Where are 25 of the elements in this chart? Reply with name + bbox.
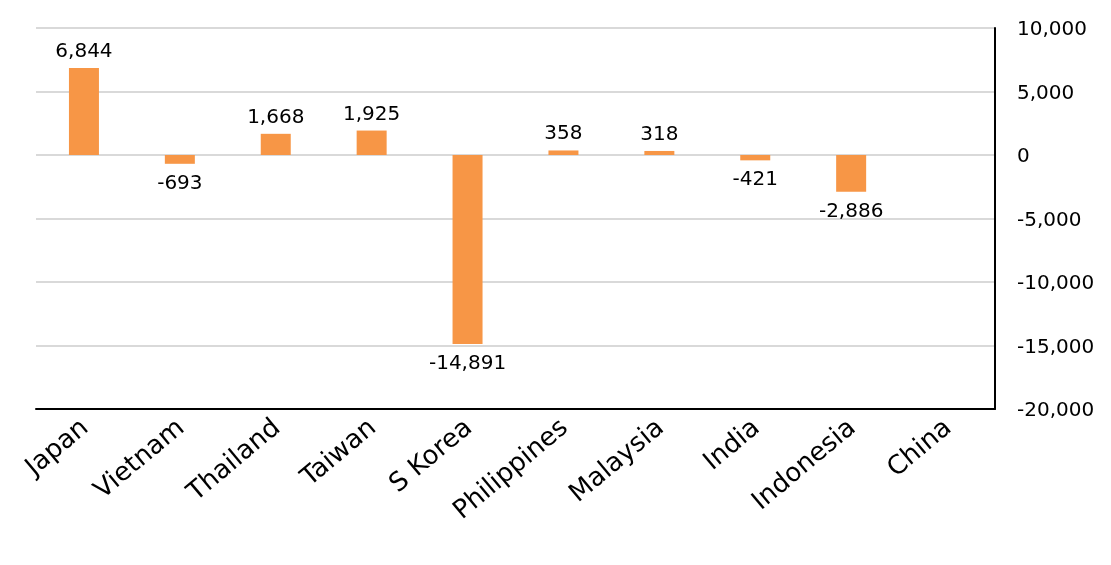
bar bbox=[164, 155, 195, 164]
y-tick-label: 0 bbox=[1017, 143, 1030, 167]
bar bbox=[68, 68, 99, 155]
data-label: 1,925 bbox=[343, 100, 401, 125]
data-label: -14,891 bbox=[428, 350, 507, 375]
y-tick-label: 5,000 bbox=[1017, 79, 1075, 104]
data-label: 358 bbox=[544, 120, 583, 145]
y-tick-label: -20,000 bbox=[1017, 397, 1095, 421]
y-tick-label: -5,000 bbox=[1017, 206, 1082, 231]
bar bbox=[356, 130, 387, 155]
y-tick-label: -15,000 bbox=[1017, 333, 1095, 358]
bar bbox=[836, 155, 867, 192]
data-label: 1,668 bbox=[247, 103, 305, 128]
data-label: -2,886 bbox=[818, 197, 884, 222]
y-tick-label: -10,000 bbox=[1017, 270, 1095, 294]
bar bbox=[260, 133, 291, 155]
bar bbox=[740, 155, 771, 161]
data-label: -693 bbox=[157, 169, 203, 194]
data-label: 318 bbox=[640, 120, 679, 145]
data-label: -421 bbox=[732, 166, 778, 191]
bar bbox=[644, 150, 675, 155]
bar bbox=[452, 155, 483, 345]
y-tick-label: 10,000 bbox=[1017, 16, 1087, 40]
data-label: 6,844 bbox=[55, 38, 113, 63]
bar bbox=[548, 150, 579, 155]
